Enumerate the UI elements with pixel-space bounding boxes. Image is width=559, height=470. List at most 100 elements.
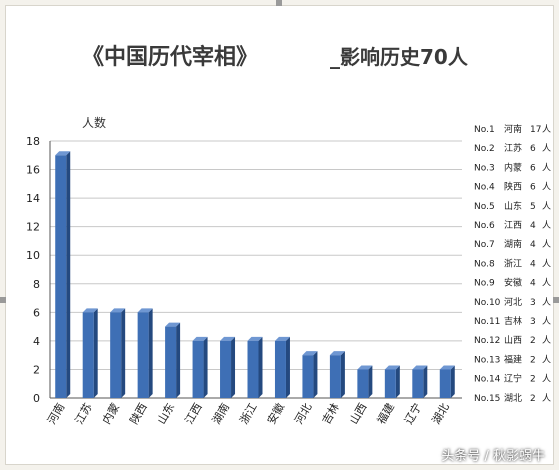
ranking-count: 3 (530, 317, 536, 327)
ranking-unit: 人 (542, 297, 551, 308)
ranking-row: No.9 安徽 4 人 (474, 277, 551, 289)
ranking-unit: 人 (542, 239, 551, 250)
resize-handle-right[interactable] (553, 297, 559, 303)
ranking-count: 4 (530, 240, 536, 250)
ranking-count: 17 (530, 125, 541, 135)
ranking-province: 安徽 (504, 277, 522, 289)
ranking-province: 山东 (504, 200, 522, 212)
ranking-number: No.6 (474, 221, 495, 231)
bar (274, 340, 286, 398)
ranking-unit: 人 (542, 393, 551, 404)
bar (329, 355, 341, 398)
bar-top (302, 351, 318, 356)
bar-side (121, 308, 126, 398)
ranking-province: 吉林 (504, 315, 522, 327)
ranking-number: No.2 (474, 144, 495, 154)
resize-handle-top[interactable] (276, 0, 282, 6)
x-tick-label: 河南 (45, 401, 67, 427)
x-tick-label: 内蒙 (99, 401, 122, 427)
x-tick-label: 江西 (182, 401, 204, 427)
y-tick-label: 18 (26, 135, 40, 148)
chart-title: 《中国历代宰相》 (82, 44, 258, 70)
ranking-row: No.12 山西 2 人 (474, 335, 551, 346)
ranking-row: No.3 内蒙 6 人 (474, 161, 551, 173)
bar-side (368, 365, 373, 398)
bar (384, 369, 396, 398)
ranking-number: No.11 (474, 317, 500, 327)
ranking-count: 3 (530, 298, 536, 308)
ranking-row: No.8 浙江 4 人 (474, 257, 551, 269)
bar-side (313, 351, 318, 398)
bar-side (231, 336, 236, 398)
chart-subtitle: _影响历史70人 (330, 45, 469, 69)
bar (247, 340, 259, 398)
y-tick-label: 6 (33, 306, 40, 319)
x-tick-label: 江苏 (73, 401, 95, 427)
x-tick-label: 福建 (374, 401, 397, 427)
bar-top (165, 322, 181, 327)
ranking-unit: 人 (542, 335, 551, 346)
ranking-count: 4 (530, 259, 536, 269)
ranking-row: No.1 河南 17 人 (474, 123, 551, 135)
x-tick-label: 安徽 (264, 401, 287, 427)
ranking-row: No.7 湖南 4 人 (474, 238, 551, 250)
ranking-number: No.4 (474, 183, 495, 193)
ranking-number: No.12 (474, 336, 500, 346)
ranking-unit: 人 (542, 316, 551, 327)
ranking-unit: 人 (542, 374, 551, 385)
bar-side (423, 365, 428, 398)
ranking-row: No.15 湖北 2 人 (474, 393, 551, 404)
ranking-count: 4 (530, 221, 536, 231)
bar-side (450, 365, 455, 398)
ranking-number: No.7 (474, 240, 495, 250)
bar-top (55, 151, 71, 156)
y-tick-label: 12 (26, 221, 40, 234)
ranking-number: No.1 (474, 125, 495, 135)
ranking-list: No.1 河南 17 人No.2 江苏 6 人No.3 内蒙 6 人No.4 陕西 6 人No.5 山东 5… (474, 123, 551, 404)
bar (82, 312, 94, 398)
bar-side (258, 336, 263, 398)
ranking-unit: 人 (542, 258, 551, 269)
ranking-number: No.3 (474, 163, 495, 173)
x-tick-label: 湖南 (210, 401, 232, 427)
bar (412, 369, 424, 398)
ranking-count: 2 (530, 336, 536, 346)
ranking-province: 山西 (504, 335, 522, 346)
y-tick-label: 16 (26, 164, 40, 177)
bar-side (66, 151, 71, 398)
bar-top (220, 336, 236, 341)
ranking-count: 5 (530, 202, 536, 212)
ranking-number: No.13 (474, 355, 500, 365)
ranking-unit: 人 (542, 220, 551, 231)
ranking-count: 6 (530, 183, 536, 193)
bar-top (137, 308, 153, 313)
bar-top (412, 365, 428, 370)
bar-side (148, 308, 153, 398)
ranking-row: No.4 陕西 6 人 (474, 181, 551, 193)
ranking-province: 河南 (504, 123, 522, 135)
x-tick-label: 湖北 (430, 401, 452, 427)
bar (439, 369, 451, 398)
bar-side (176, 322, 181, 398)
y-axis-ticks: 0 2 4 6 8 10 12 14 16 18 (26, 135, 40, 405)
bar-top (384, 365, 400, 370)
y-tick-label: 4 (33, 335, 40, 348)
ranking-row: No.6 江西 4 人 (474, 220, 551, 231)
ranking-province: 内蒙 (504, 161, 522, 173)
ranking-number: No.15 (474, 394, 500, 404)
ranking-province: 湖北 (504, 393, 522, 404)
ranking-unit: 人 (542, 143, 551, 154)
resize-handle-left[interactable] (0, 297, 6, 303)
ranking-count: 6 (530, 163, 536, 173)
x-tick-label: 山西 (347, 401, 369, 427)
ranking-number: No.10 (474, 298, 501, 308)
bar (165, 326, 177, 398)
bar-side (285, 336, 290, 398)
bar (137, 312, 149, 398)
bar-top (82, 308, 98, 313)
bar-top (274, 336, 290, 341)
x-axis-labels: 河南 江苏 内蒙 陕西 山东 江西 湖南 浙江 安徽 河北 吉林 山西 福建 辽宁 湖北 (45, 401, 452, 427)
x-tick-label: 陕西 (127, 401, 150, 427)
bar (55, 155, 67, 398)
ranking-province: 湖南 (504, 238, 522, 250)
